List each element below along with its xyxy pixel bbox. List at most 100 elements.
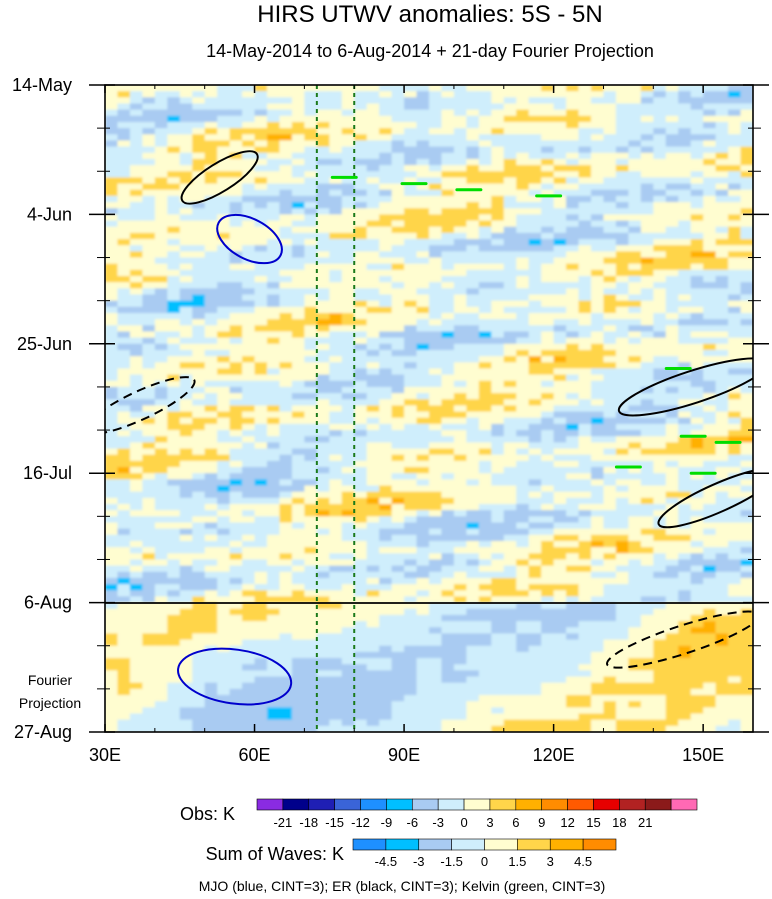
obs-cell — [267, 282, 281, 289]
obs-cell — [429, 516, 443, 524]
obs-cell — [391, 393, 405, 400]
projection-cell — [653, 614, 667, 622]
obs-cell — [204, 504, 218, 511]
obs-cell — [491, 165, 505, 172]
obs-cell — [715, 165, 729, 172]
obs-cell — [528, 516, 542, 524]
obs-cell — [254, 128, 268, 135]
projection-cell — [254, 627, 268, 635]
obs-cell — [105, 171, 119, 179]
obs-cell — [341, 417, 355, 425]
obs-cell — [404, 282, 418, 289]
obs-cell — [329, 553, 343, 561]
obs-cell — [217, 491, 231, 499]
obs-cell — [217, 288, 231, 296]
obs-cell — [416, 386, 430, 394]
obs-cell — [105, 263, 119, 271]
obs-cell — [404, 189, 418, 197]
obs-cell — [728, 380, 742, 388]
obs-cell — [640, 158, 654, 166]
obs-cell — [478, 312, 492, 320]
obs-cell — [142, 276, 156, 283]
projection-cell — [279, 608, 293, 616]
obs-cell — [379, 343, 393, 351]
obs-cell — [154, 251, 168, 259]
obs-cell — [528, 294, 542, 302]
obs-cell — [615, 374, 629, 382]
obs-cell — [628, 479, 642, 487]
obs-cell — [516, 263, 530, 271]
projection-cell — [404, 670, 418, 678]
obs-cell — [653, 473, 667, 480]
obs-cell — [690, 337, 704, 345]
projection-cell — [553, 645, 567, 653]
obs-cell — [354, 91, 368, 98]
obs-cell — [653, 220, 667, 228]
obs-cell — [578, 590, 592, 598]
obs-cell — [354, 571, 368, 579]
obs-cell — [429, 436, 443, 443]
obs-cell — [204, 140, 218, 148]
obs-cell — [678, 356, 692, 363]
projection-cell — [665, 639, 679, 647]
obs-cell — [665, 195, 679, 203]
obs-cell — [105, 152, 119, 160]
obs-cell — [416, 158, 430, 166]
obs-cell — [429, 208, 443, 215]
projection-cell — [267, 614, 281, 622]
obs-cell — [379, 349, 393, 357]
obs-cell — [329, 442, 343, 450]
projection-cell — [653, 602, 667, 610]
obs-cell — [541, 522, 555, 530]
obs-cell — [316, 232, 330, 240]
obs-cell — [167, 208, 181, 215]
obs-cell — [728, 263, 742, 271]
obs-cell — [665, 294, 679, 302]
projection-cell — [553, 670, 567, 678]
obs-cell — [366, 337, 380, 345]
obs-cell — [242, 430, 256, 437]
obs-cell — [603, 337, 617, 345]
obs-cell — [603, 152, 617, 160]
projection-cell — [117, 670, 131, 678]
projection-cell — [366, 670, 380, 678]
obs-cell — [404, 331, 418, 339]
obs-cell — [466, 288, 480, 296]
obs-cell — [404, 91, 418, 98]
obs-cell — [715, 584, 729, 591]
obs-cell — [566, 103, 580, 111]
obs-cell — [528, 491, 542, 499]
obs-cell — [267, 214, 281, 222]
obs-cell — [154, 393, 168, 400]
obs-cell — [578, 571, 592, 579]
obs-cell — [316, 362, 330, 370]
obs-cell — [129, 349, 143, 357]
obs-cell — [640, 257, 654, 265]
obs-cell — [291, 448, 305, 456]
obs-cell — [179, 121, 193, 129]
obs-cell — [105, 411, 119, 419]
projection-cell — [304, 614, 318, 622]
obs-cell — [167, 417, 181, 425]
obs-cell — [154, 140, 168, 148]
obs-cell — [453, 577, 467, 585]
obs-cell — [416, 115, 430, 123]
obs-cell — [404, 596, 418, 604]
obs-cell — [242, 109, 256, 117]
obs-cell — [516, 158, 530, 166]
obs-cell — [566, 183, 580, 191]
projection-cell — [728, 602, 742, 610]
obs-cell — [566, 547, 580, 554]
obs-cell — [217, 109, 231, 117]
obs-cell — [154, 189, 168, 197]
obs-cell — [279, 251, 293, 259]
obs-cell — [715, 362, 729, 370]
projection-cell — [578, 651, 592, 659]
obs-cell — [516, 121, 530, 129]
obs-cell — [179, 214, 193, 222]
obs-cell — [665, 288, 679, 296]
obs-cell — [404, 109, 418, 117]
obs-cell — [179, 115, 193, 123]
obs-cell — [678, 491, 692, 499]
obs-cell — [354, 485, 368, 493]
